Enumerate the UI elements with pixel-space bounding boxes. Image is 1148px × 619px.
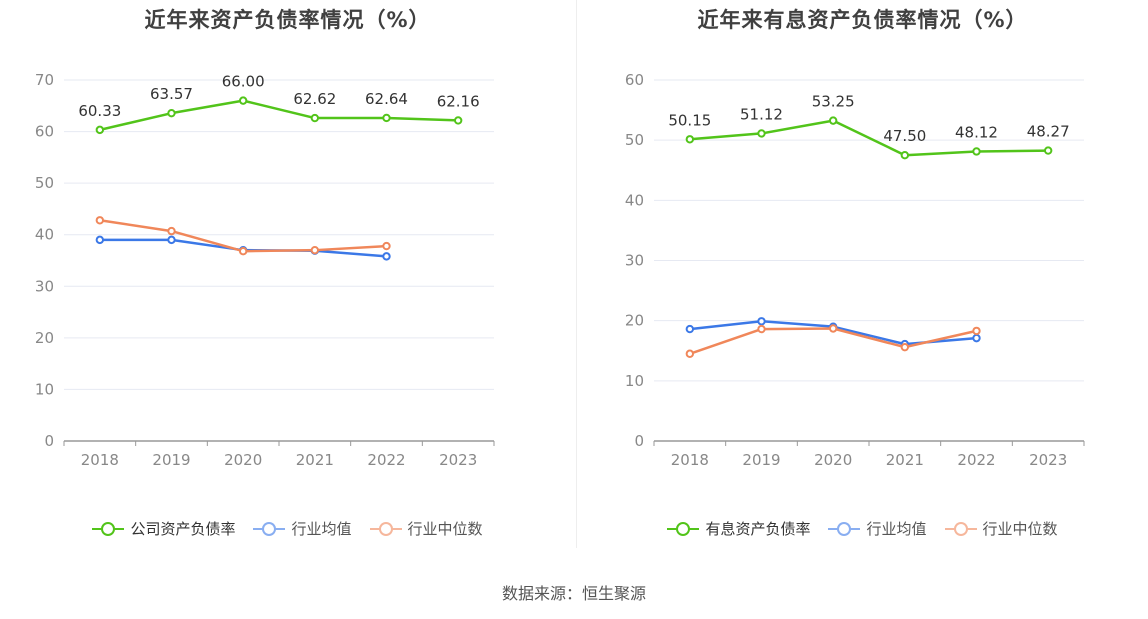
x-tick-label: 2018 bbox=[81, 451, 119, 469]
data-point bbox=[757, 324, 766, 334]
x-tick-label: 2022 bbox=[367, 451, 405, 469]
chart-legend: 公司资产负债率 行业均值 行业中位数 bbox=[0, 518, 575, 539]
left-chart-panel: 近年来资产负债率情况（%） 0 10 20 30 40 50 60 70 2018 2019 202… bbox=[0, 0, 575, 560]
y-tick-label: 0 bbox=[44, 432, 54, 450]
data-point bbox=[310, 245, 320, 255]
data-point bbox=[1043, 146, 1053, 155]
legend-label: 公司资产负债率 bbox=[130, 520, 236, 538]
data-label: 60.33 bbox=[78, 102, 121, 120]
interest-bearing-debt-ratio-chart: 0 10 20 30 40 50 60 2018 2019 2020 2021 2022 2023 50.… bbox=[625, 71, 1085, 469]
legend-label: 行业均值 bbox=[866, 520, 927, 538]
data-point bbox=[972, 333, 981, 343]
data-point bbox=[382, 113, 391, 123]
legend-swatch-icon bbox=[369, 521, 402, 537]
y-tick-label: 50 bbox=[35, 174, 54, 192]
legend-swatch-icon bbox=[253, 521, 286, 537]
data-point bbox=[972, 326, 981, 336]
data-label: 50.15 bbox=[668, 111, 711, 129]
data-point bbox=[685, 349, 695, 358]
y-tick-label: 60 bbox=[35, 123, 54, 141]
legend-label: 行业中位数 bbox=[407, 520, 483, 538]
data-point bbox=[95, 125, 105, 135]
y-tick-label: 10 bbox=[35, 380, 54, 398]
data-point bbox=[828, 116, 838, 125]
chart-legend: 有息资产负债率 行业均值 行业中位数 bbox=[577, 518, 1148, 539]
data-point bbox=[95, 235, 105, 245]
x-tick-label: 2022 bbox=[957, 451, 995, 469]
data-label: 62.62 bbox=[293, 90, 336, 108]
y-tick-label: 40 bbox=[35, 226, 54, 244]
chart-title: 近年来有息资产负债率情况（%） bbox=[697, 8, 1028, 32]
data-label: 62.64 bbox=[365, 90, 408, 108]
data-point bbox=[757, 129, 766, 138]
x-tick-label: 2018 bbox=[671, 451, 709, 469]
data-point bbox=[828, 324, 838, 333]
data-point bbox=[238, 247, 248, 256]
data-point bbox=[900, 342, 910, 352]
x-tick-label: 2021 bbox=[886, 451, 924, 469]
legend-item[interactable]: 有息资产负债率 bbox=[667, 518, 810, 539]
data-point bbox=[453, 116, 463, 125]
series-line bbox=[99, 99, 459, 132]
data-label: 53.25 bbox=[812, 93, 855, 111]
data-source-note: 数据来源：恒生聚源 bbox=[501, 584, 646, 603]
data-point bbox=[167, 108, 176, 118]
legend-label: 有息资产负债率 bbox=[705, 520, 811, 538]
data-point bbox=[167, 226, 176, 236]
y-tick-label: 20 bbox=[625, 312, 644, 330]
legend-label: 行业均值 bbox=[291, 520, 352, 538]
data-point bbox=[685, 135, 695, 144]
x-tick-label: 2019 bbox=[152, 451, 190, 469]
data-point bbox=[238, 96, 248, 105]
x-tick-label: 2019 bbox=[742, 451, 780, 469]
legend-swatch-icon bbox=[92, 521, 125, 537]
data-label: 48.27 bbox=[1027, 123, 1070, 141]
legend-label: 行业中位数 bbox=[982, 520, 1058, 538]
x-tick-label: 2023 bbox=[1029, 451, 1067, 469]
data-point bbox=[95, 216, 105, 225]
legend-item[interactable]: 公司资产负债率 bbox=[92, 518, 235, 539]
x-tick-label: 2020 bbox=[224, 451, 262, 469]
y-tick-label: 30 bbox=[35, 277, 54, 295]
series-line bbox=[689, 119, 1049, 157]
data-point bbox=[685, 324, 695, 334]
data-label: 51.12 bbox=[740, 105, 783, 123]
chart-title: 近年来资产负债率情况（%） bbox=[144, 8, 431, 32]
data-point bbox=[382, 241, 391, 251]
data-label: 66.00 bbox=[222, 73, 265, 91]
data-label: 47.50 bbox=[883, 127, 926, 145]
data-label: 63.57 bbox=[150, 85, 193, 103]
x-tick-label: 2023 bbox=[439, 451, 477, 469]
data-point bbox=[972, 147, 981, 156]
legend-swatch-icon bbox=[944, 521, 977, 537]
y-tick-label: 40 bbox=[625, 191, 644, 209]
data-point bbox=[382, 252, 391, 261]
y-tick-label: 50 bbox=[625, 131, 644, 149]
y-tick-label: 20 bbox=[35, 329, 54, 347]
x-tick-label: 2020 bbox=[814, 451, 852, 469]
data-point bbox=[167, 235, 176, 245]
y-tick-label: 30 bbox=[625, 252, 644, 270]
legend-item[interactable]: 行业中位数 bbox=[369, 518, 483, 539]
debt-ratio-chart: 0 10 20 30 40 50 60 70 2018 2019 2020 2021 2022 2023 6… bbox=[35, 71, 495, 469]
legend-item[interactable]: 行业中位数 bbox=[944, 518, 1058, 539]
legend-item[interactable]: 行业均值 bbox=[253, 518, 352, 539]
y-tick-label: 70 bbox=[35, 71, 54, 89]
y-tick-label: 60 bbox=[625, 71, 644, 89]
legend-swatch-icon bbox=[828, 521, 861, 537]
x-tick-label: 2021 bbox=[296, 451, 334, 469]
data-point bbox=[900, 151, 910, 160]
y-tick-label: 0 bbox=[634, 432, 644, 450]
data-label: 48.12 bbox=[955, 123, 998, 141]
panel-divider bbox=[576, 0, 577, 548]
legend-swatch-icon bbox=[667, 521, 700, 537]
right-chart-panel: 近年来有息资产负债率情况（%） 0 10 20 30 40 50 60 2018 2019 202… bbox=[577, 0, 1148, 560]
data-point bbox=[757, 317, 766, 326]
data-label: 62.16 bbox=[437, 92, 480, 110]
y-tick-label: 10 bbox=[625, 372, 644, 390]
data-point bbox=[310, 113, 320, 123]
legend-item[interactable]: 行业均值 bbox=[828, 518, 927, 539]
